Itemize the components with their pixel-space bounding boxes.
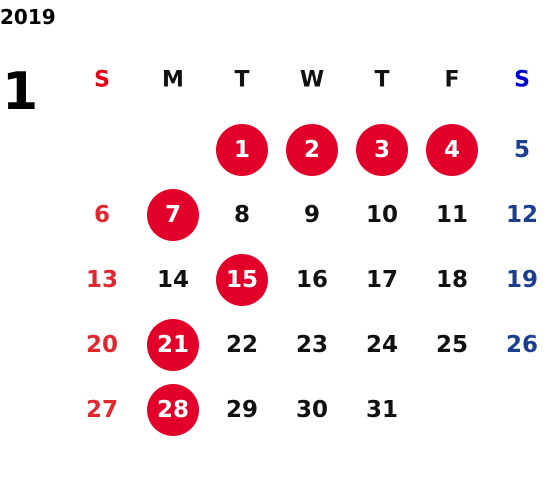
day-number: 5 [514,137,530,163]
holiday-circle [147,319,199,371]
day-number: 21 [157,332,189,358]
day-number: 4 [444,137,460,163]
weekday-label: T [374,68,389,93]
day-number: 3 [374,137,390,163]
year: 2019 [0,5,56,29]
day-number: 26 [506,332,538,358]
day-number: 1 [234,137,250,163]
day-number: 8 [234,202,250,228]
day-number: 29 [226,397,258,423]
day-number: 24 [366,332,398,358]
day-number: 6 [94,202,110,228]
holiday-circle [147,384,199,436]
day-number: 25 [436,332,468,358]
holiday-circle [147,189,199,241]
month: 1 [2,62,38,122]
day-number: 18 [436,267,468,293]
day-number: 2 [304,137,320,163]
weekday-label: W [300,68,324,93]
day-number: 17 [366,267,398,293]
holiday-circle [216,254,268,306]
day-number: 23 [296,332,328,358]
day-number: 27 [86,397,118,423]
day-number: 30 [296,397,328,423]
weekday-label: S [514,68,530,93]
holiday-circle [426,124,478,176]
holiday-circle [356,124,408,176]
day-number: 15 [226,267,258,293]
day-number: 11 [436,202,468,228]
weekday-label: F [444,68,459,93]
weekday-label: S [94,68,110,93]
weekday-label: T [234,68,249,93]
day-number: 14 [157,267,189,293]
holiday-circle [216,124,268,176]
day-number: 16 [296,267,328,293]
day-number: 9 [304,202,320,228]
day-number: 20 [86,332,118,358]
day-number: 13 [86,267,118,293]
weekday-label: M [162,68,184,93]
day-number: 22 [226,332,258,358]
day-number: 19 [506,267,538,293]
holiday-circle [286,124,338,176]
day-number: 12 [506,202,538,228]
day-number: 31 [366,397,398,423]
day-number: 7 [165,202,181,228]
day-number: 28 [157,397,189,423]
day-number: 10 [366,202,398,228]
